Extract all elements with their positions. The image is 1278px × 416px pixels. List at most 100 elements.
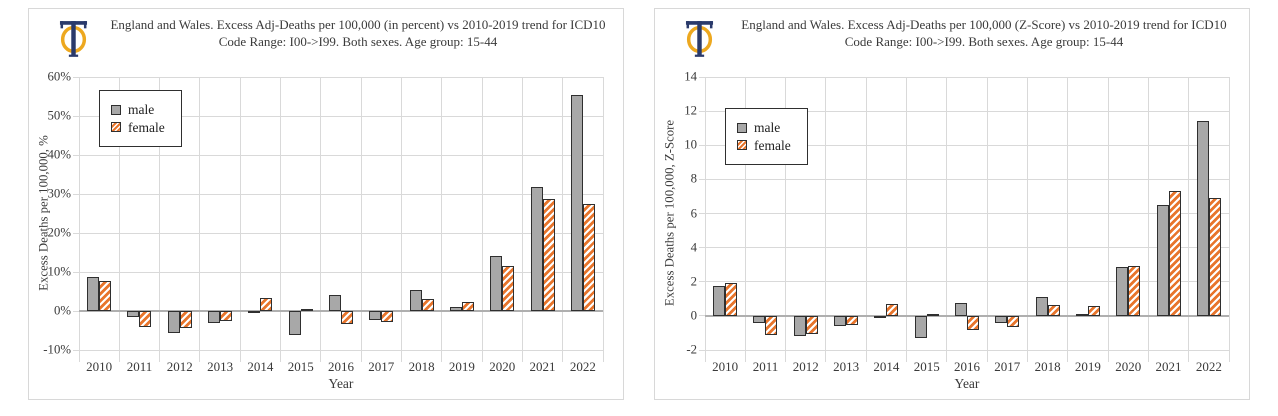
x-tick-label: 2016	[328, 359, 354, 374]
y-tick-label: 4	[690, 240, 697, 255]
bar-male-2015	[288, 311, 301, 336]
bar-male-2017	[369, 311, 382, 320]
zero-axis-line	[79, 310, 603, 312]
x-tick-label: 2013	[207, 359, 234, 374]
bar-female-2018	[421, 298, 434, 311]
axis-tick	[699, 213, 705, 214]
gridline	[1067, 77, 1069, 350]
gridline	[79, 154, 603, 156]
gridline	[865, 77, 867, 350]
x-tick-label: 2021	[529, 359, 556, 374]
x-tick-label: 2019	[448, 359, 475, 374]
gridline	[441, 77, 443, 350]
x-tick-label: 2014	[247, 359, 274, 374]
gridline	[521, 77, 523, 350]
axis-tick	[73, 232, 79, 234]
axis-tick	[699, 247, 705, 249]
axis-tick	[562, 350, 564, 362]
y-axis-title: Excess Deaths per 100,000, Z-Score	[662, 119, 677, 307]
gridline	[705, 178, 1229, 180]
gridline	[704, 77, 706, 350]
bar-female-2013	[220, 311, 233, 321]
phi-logo-icon	[59, 17, 88, 59]
axis-tick	[699, 315, 705, 317]
gridline	[705, 144, 1229, 146]
axis-tick	[199, 350, 201, 362]
chart-panel-percent: England and Wales. Excess Adj-Deaths per…	[28, 8, 624, 400]
male-swatch-icon	[737, 122, 747, 133]
axis-tick	[785, 350, 787, 362]
y-tick-label: 10	[684, 137, 697, 152]
bar-female-2012	[805, 315, 818, 334]
axis-tick	[73, 310, 79, 312]
y-tick-label: 0	[690, 308, 697, 323]
bar-female-2021	[1168, 191, 1181, 316]
zero-axis-line	[705, 315, 1229, 317]
y-tick-label: 50%	[47, 108, 71, 123]
x-tick-label: 2022	[1195, 359, 1222, 374]
y-tick-label: 6	[690, 206, 697, 220]
bar-male-2015	[914, 315, 927, 339]
bar-male-2017	[995, 315, 1008, 323]
x-tick-label: 2011	[126, 359, 153, 374]
phi-logo-icon	[685, 17, 714, 59]
axis-tick	[699, 110, 705, 112]
bar-female-2020	[502, 266, 515, 311]
axis-tick	[73, 349, 79, 351]
axis-tick	[73, 271, 79, 273]
gridline	[705, 213, 1229, 214]
axis-tick	[73, 115, 79, 117]
bar-male-2013	[834, 315, 847, 327]
axis-tick	[1188, 350, 1190, 362]
bar-male-2016	[329, 294, 341, 311]
gridline	[118, 77, 120, 350]
axis-tick	[78, 350, 80, 362]
axis-tick	[1067, 350, 1069, 362]
legend-label: male	[754, 120, 781, 135]
gridline	[79, 193, 603, 195]
bar-female-2021	[542, 198, 555, 311]
axis-tick	[360, 350, 362, 362]
x-tick-label: 2020	[489, 359, 516, 374]
axis-tick	[280, 350, 282, 362]
axis-tick	[699, 281, 705, 283]
bar-female-2015	[300, 308, 313, 311]
x-tick-label: 2010	[712, 359, 739, 374]
gridline	[1026, 77, 1028, 350]
x-tick-label: 2018	[1034, 359, 1061, 374]
axis-tick	[699, 178, 705, 180]
bar-male-2020	[1116, 267, 1129, 316]
male-swatch-icon	[111, 104, 121, 115]
gridline	[705, 349, 1229, 351]
gridline	[705, 281, 1229, 283]
y-tick-label: 12	[684, 103, 697, 118]
bar-female-2010	[99, 280, 112, 311]
bar-male-2013	[208, 311, 221, 324]
y-tick-label: 10%	[47, 264, 71, 279]
axis-tick	[239, 350, 241, 362]
legend-item-female: female	[737, 138, 791, 153]
bar-female-2013	[846, 315, 859, 326]
gridline	[239, 77, 241, 350]
bar-male-2021	[530, 186, 543, 311]
bar-male-2021	[1156, 204, 1169, 316]
axis-tick	[946, 350, 948, 362]
legend-item-male: male	[111, 103, 165, 117]
legend-item-male: male	[737, 121, 791, 135]
x-tick-label: 2022	[569, 359, 596, 374]
legend: male female	[99, 90, 182, 147]
bar-female-2015	[926, 314, 939, 317]
gridline	[1188, 77, 1190, 350]
chart-title: England and Wales. Excess Adj-Deaths per…	[110, 17, 606, 50]
gridline	[78, 77, 80, 350]
axis-tick	[73, 154, 79, 156]
x-tick-label: 2013	[833, 359, 860, 374]
axis-tick	[699, 76, 705, 78]
x-tick-label: 2011	[752, 359, 779, 374]
bar-female-2016	[967, 315, 979, 331]
axis-tick	[986, 350, 988, 362]
gridline	[79, 349, 603, 351]
bar-male-2011	[753, 315, 766, 323]
bar-female-2014	[886, 303, 899, 316]
axis-tick	[73, 193, 79, 195]
